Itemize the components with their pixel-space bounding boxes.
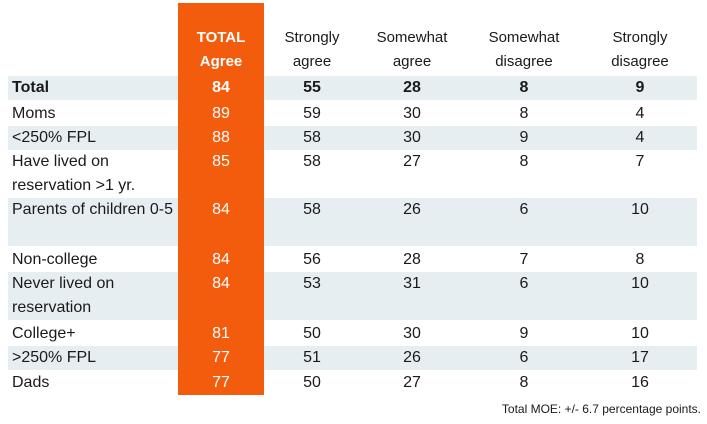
cell-swa: 28 — [403, 79, 421, 96]
cell-swa: 26 — [403, 349, 421, 366]
total-agree-column-highlight — [178, 3, 264, 395]
cell-swd: 8 — [519, 79, 529, 96]
cell-total: 85 — [212, 153, 230, 170]
cell-total: 81 — [212, 325, 230, 342]
cell-sd: 10 — [631, 275, 649, 292]
cell-swa: 26 — [403, 201, 421, 218]
column-header-line: Somewhat — [488, 29, 560, 46]
cell-swd: 9 — [519, 325, 529, 342]
cell-sa: 50 — [303, 374, 321, 391]
column-header-line: Strongly — [284, 29, 340, 46]
cell-total: 84 — [212, 275, 230, 292]
cell-total: 84 — [212, 201, 230, 218]
column-header-swa: Somewhat agree — [357, 26, 467, 74]
row-label: College+ — [12, 325, 76, 342]
cell-swa: 30 — [403, 129, 421, 146]
cell-sd: 8 — [635, 251, 645, 268]
row-label: Moms — [12, 105, 56, 122]
row-band — [8, 346, 697, 370]
cell-sa: 58 — [303, 201, 321, 218]
cell-swd: 8 — [519, 153, 529, 170]
cell-swd: 6 — [519, 275, 529, 292]
cell-sa: 56 — [303, 251, 321, 268]
column-header-line: agree — [292, 53, 332, 70]
cell-sd: 4 — [635, 129, 645, 146]
cell-sa: 58 — [303, 129, 321, 146]
column-header-line: disagree — [495, 53, 553, 70]
cell-swa: 30 — [403, 105, 421, 122]
cell-sd: 10 — [631, 201, 649, 218]
row-band — [8, 198, 697, 246]
cell-swa: 27 — [403, 374, 421, 391]
cell-total: 89 — [212, 105, 230, 122]
cell-swd: 6 — [519, 349, 529, 366]
cell-swa: 27 — [403, 153, 421, 170]
cell-sa: 59 — [303, 105, 321, 122]
column-header-total: TOTAL Agree — [166, 26, 276, 74]
cell-total: 84 — [212, 251, 230, 268]
row-label: >250% FPL — [12, 349, 97, 366]
cell-sa: 58 — [303, 153, 321, 170]
cell-sd: 9 — [635, 79, 645, 96]
cell-sa: 55 — [303, 79, 321, 96]
row-label: Never lived on reservation — [12, 275, 115, 316]
cell-sd: 10 — [631, 325, 649, 342]
row-label: Dads — [12, 374, 50, 391]
row-band — [8, 272, 697, 320]
cell-swd: 8 — [519, 105, 529, 122]
column-header-line: Somewhat — [376, 29, 448, 46]
cell-sa: 50 — [303, 325, 321, 342]
column-header-line: TOTAL — [196, 29, 246, 46]
column-header-swd: Somewhat disagree — [469, 26, 579, 74]
cell-sd: 17 — [631, 349, 649, 366]
column-header-line: Strongly — [612, 29, 668, 46]
cell-swd: 9 — [519, 129, 529, 146]
column-header-sd: Strongly disagree — [585, 26, 695, 74]
row-label: <250% FPL — [12, 129, 97, 146]
cell-total: 77 — [212, 374, 230, 391]
row-label: Total — [12, 79, 50, 96]
cell-sa: 51 — [303, 349, 321, 366]
cell-swd: 6 — [519, 201, 529, 218]
cell-sd: 16 — [631, 374, 649, 391]
cell-sa: 53 — [303, 275, 321, 292]
cell-swa: 30 — [403, 325, 421, 342]
moe-note: Total MOE: +/- 6.7 percentage points. — [501, 402, 701, 416]
row-label: Parents of children 0-5 — [12, 201, 173, 218]
row-band — [8, 76, 697, 100]
cell-total: 77 — [212, 349, 230, 366]
row-label: Non-college — [12, 251, 98, 268]
row-label: Have lived on reservation >1 yr. — [12, 153, 136, 194]
column-header-line: agree — [392, 53, 432, 70]
cell-swd: 7 — [519, 251, 529, 268]
cell-sd: 7 — [635, 153, 645, 170]
cell-total: 88 — [212, 129, 230, 146]
row-band — [8, 126, 697, 150]
cell-swa: 31 — [403, 275, 421, 292]
cell-total: 84 — [212, 79, 230, 96]
column-header-sa: Strongly agree — [257, 26, 367, 74]
column-header-line: Agree — [199, 53, 243, 70]
cell-swd: 8 — [519, 374, 529, 391]
cell-swa: 28 — [403, 251, 421, 268]
column-header-line: disagree — [611, 53, 669, 70]
cell-sd: 4 — [635, 105, 645, 122]
